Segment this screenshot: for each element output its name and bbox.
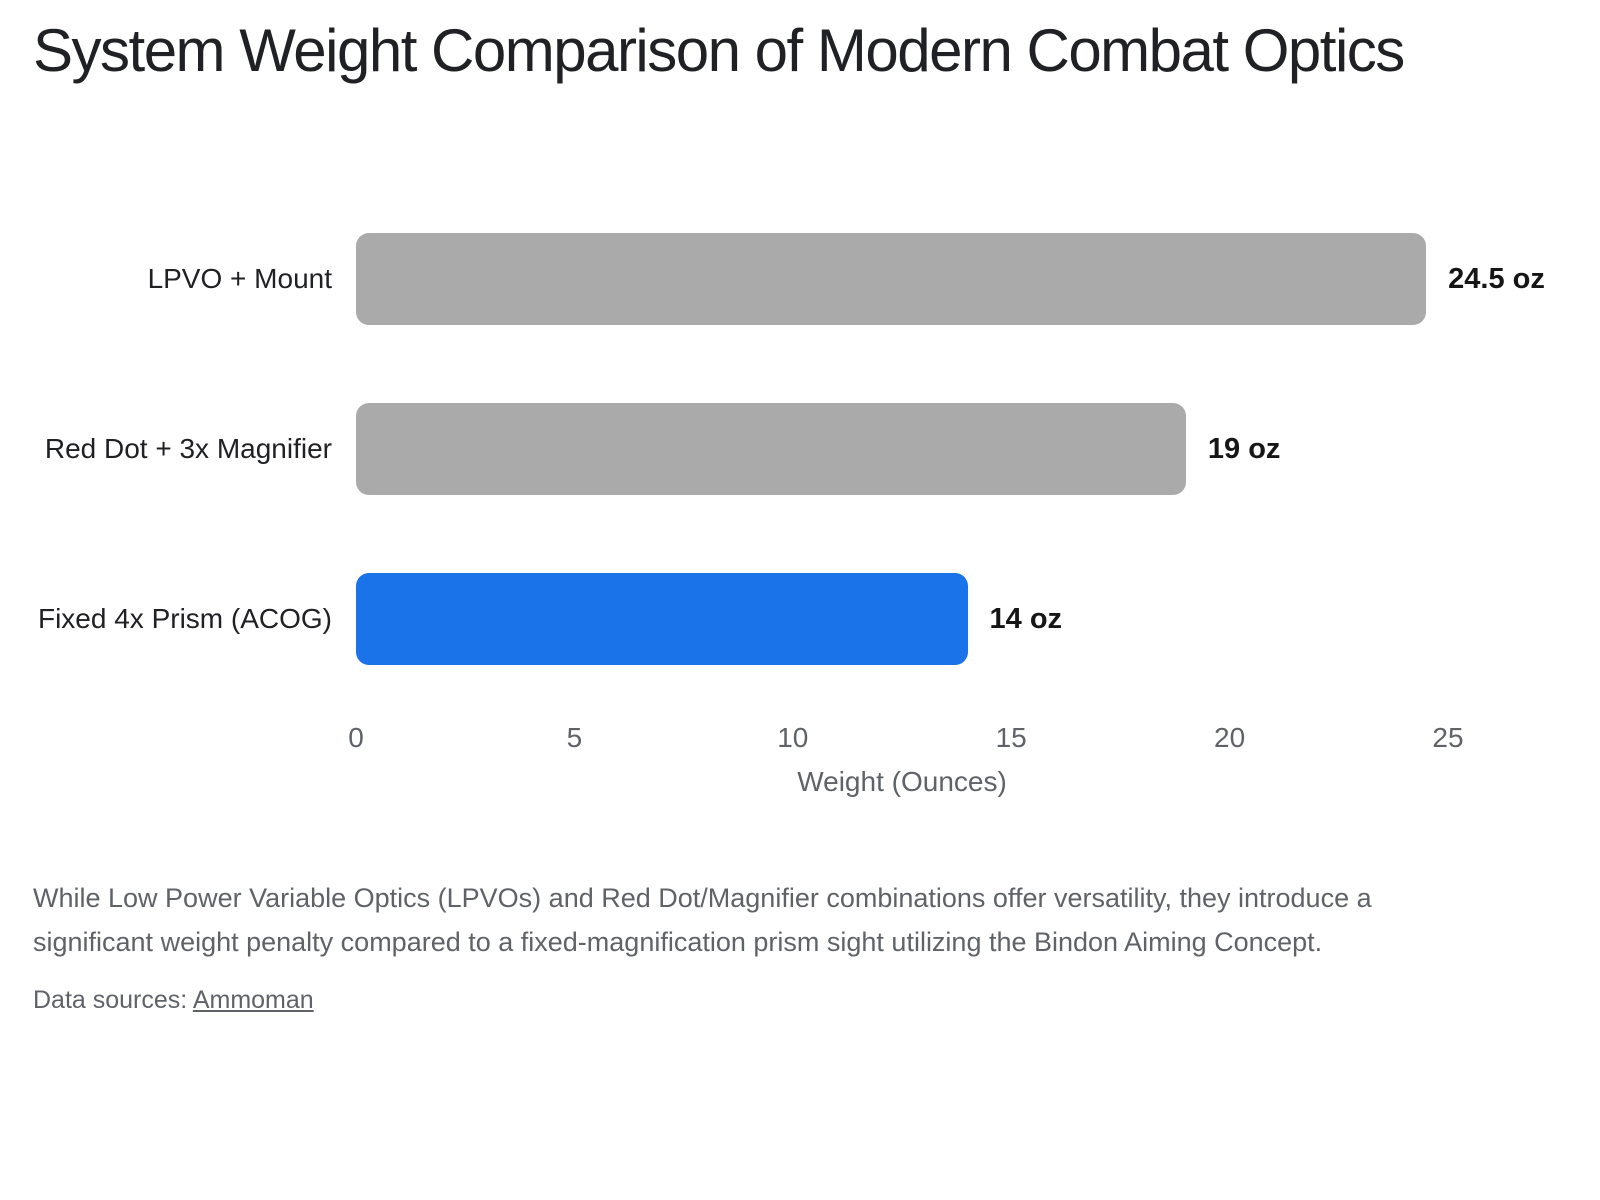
- x-axis-tick-5: 5: [566, 722, 583, 753]
- bar-red-dot-3x-magnifier: [356, 403, 1186, 495]
- bar-fixed-4x-prism-acog: [356, 573, 968, 665]
- source-link-ammoman[interactable]: Ammoman: [192, 986, 314, 1014]
- data-sources: Data sources: Ammoman: [33, 986, 314, 1015]
- x-axis-tick-25: 25: [1432, 722, 1464, 753]
- data-sources-label: Data sources:: [33, 986, 188, 1014]
- bar-value-label-lpvo-mount: 24.5 oz: [1448, 263, 1545, 295]
- bar-category-label-fixed-4x-prism-acog: Fixed 4x Prism (ACOG): [37, 603, 332, 634]
- x-axis-tick-0: 0: [348, 722, 364, 753]
- x-axis-tick-10: 10: [777, 722, 809, 753]
- bar-value-label-red-dot-3x-magnifier: 19 oz: [1207, 433, 1281, 465]
- caption-line-1: While Low Power Variable Optics (LPVOs) …: [33, 883, 1372, 913]
- x-axis-title: Weight (Ounces): [797, 766, 1007, 797]
- bar-lpvo-mount: [356, 233, 1427, 325]
- bar-category-label-lpvo-mount: LPVO + Mount: [147, 263, 332, 294]
- x-axis-tick-15: 15: [995, 722, 1027, 753]
- x-axis-tick-20: 20: [1214, 722, 1246, 753]
- caption-line-2: significant weight penalty compared to a…: [33, 927, 1323, 957]
- bar-category-label-red-dot-3x-magnifier: Red Dot + 3x Magnifier: [44, 433, 332, 464]
- chart-caption: While Low Power Variable Optics (LPVOs) …: [33, 876, 1372, 964]
- bar-value-label-fixed-4x-prism-acog: 14 oz: [989, 603, 1063, 635]
- chart-title: System Weight Comparison of Modern Comba…: [33, 17, 1405, 84]
